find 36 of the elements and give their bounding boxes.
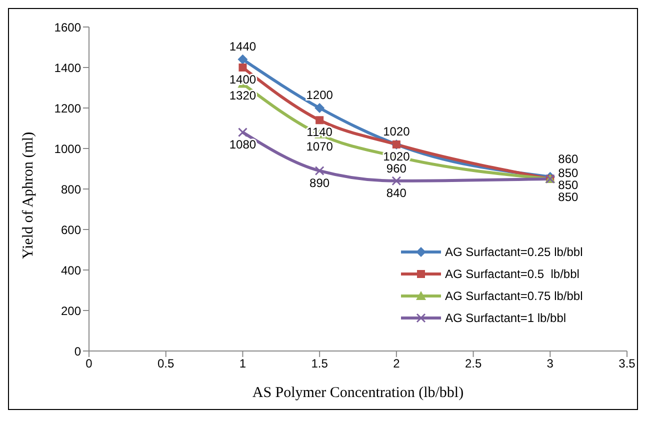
- legend-label: AG Surfactant=0.25 lb/bbl: [445, 245, 583, 259]
- data-label: 1080: [229, 137, 256, 152]
- y-tick-label: 1200: [54, 101, 82, 116]
- y-tick-label: 1400: [54, 60, 82, 75]
- data-label: 1070: [306, 139, 334, 154]
- data-label: 850: [558, 166, 578, 180]
- data-label: 1200: [306, 88, 334, 102]
- y-tick-label: 200: [60, 304, 82, 318]
- x-tick-label: 1.5: [311, 356, 328, 371]
- x-tick-label: 0: [86, 356, 93, 371]
- data-label: 1440: [229, 39, 256, 54]
- data-label: 850: [558, 190, 578, 204]
- data-label: 1320: [229, 88, 256, 103]
- x-tick-label: 3: [546, 356, 554, 371]
- x-axis-title: AS Polymer Concentration (lb/bbl): [252, 385, 464, 401]
- y-tick-label: 400: [60, 263, 82, 278]
- y-axis-title: Yield of Aphron (ml): [20, 132, 36, 259]
- y-tick-label: 1600: [54, 20, 82, 34]
- y-tick-label: 1000: [54, 142, 82, 156]
- data-label: 850: [558, 178, 578, 192]
- x-tick-label: 3.5: [618, 356, 636, 371]
- data-label: 960: [386, 162, 407, 176]
- legend-label: AG Surfactant=0.75 lb/bbl: [445, 289, 583, 303]
- legend-label: AG Surfactant=0.5 lb/bbl: [445, 267, 580, 281]
- x-tick-label: 1: [239, 356, 246, 371]
- x-tick-label: 0.5: [158, 356, 175, 371]
- data-label: 860: [558, 152, 578, 166]
- y-tick-label: 0: [74, 344, 82, 358]
- legend-label: AG Surfactant=1 lb/bbl: [445, 311, 566, 325]
- y-tick-label: 600: [60, 222, 82, 237]
- x-tick-label: 2.5: [464, 356, 482, 371]
- y-tick-label: 800: [60, 182, 82, 196]
- x-tick-label: 2: [393, 356, 400, 371]
- data-label: 840: [386, 186, 407, 200]
- data-label: 890: [310, 176, 330, 190]
- data-label: 1020: [383, 124, 410, 138]
